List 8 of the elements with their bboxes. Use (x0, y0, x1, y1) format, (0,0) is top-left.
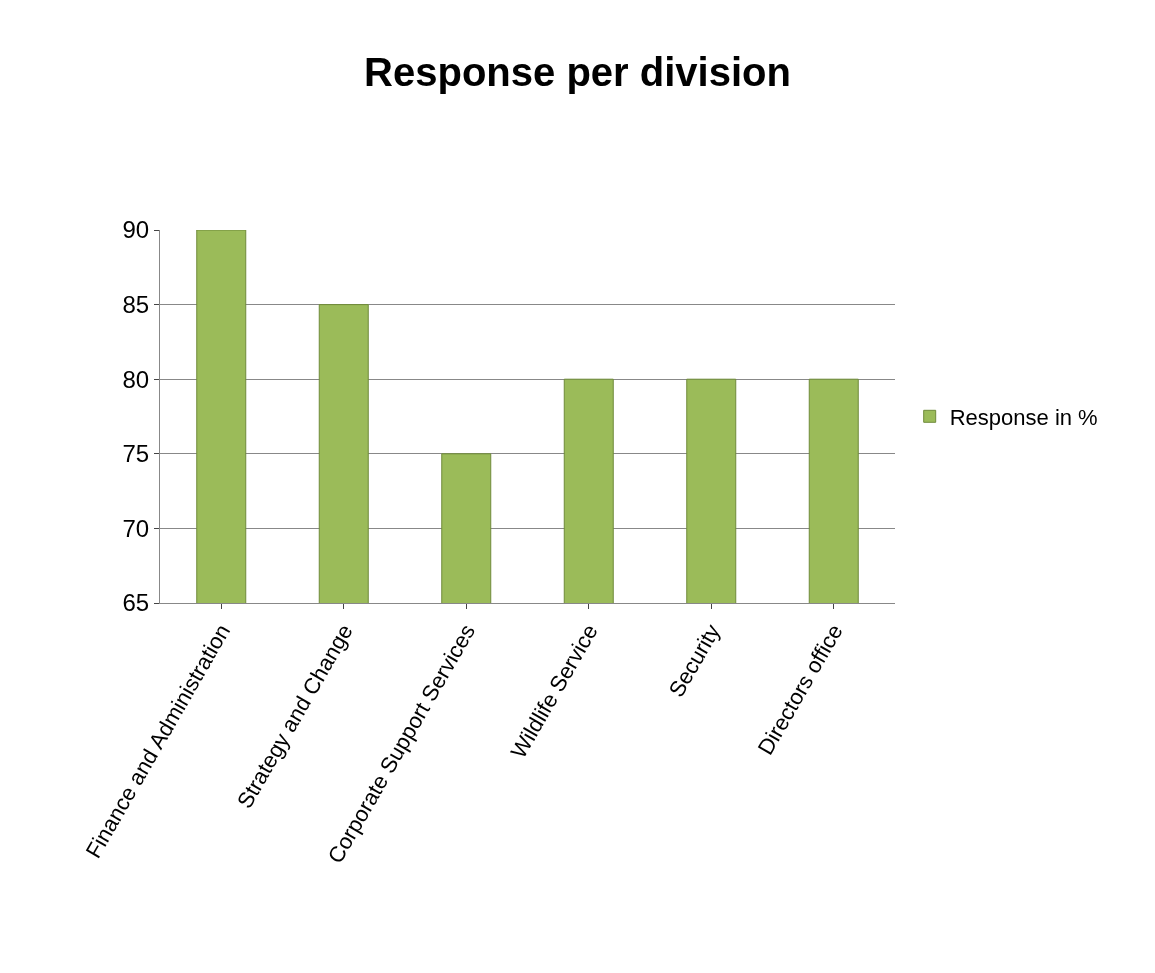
y-tick-label: 90 (122, 216, 150, 244)
y-tick-label: 65 (122, 589, 150, 617)
y-tick-label: 85 (122, 291, 150, 318)
y-tick-label: 75 (122, 440, 150, 468)
y-tick-label: 80 (122, 365, 150, 393)
chart-title: Response per division (364, 50, 791, 95)
y-tick-label: 70 (122, 514, 150, 542)
legend-label: Response in % (949, 404, 1098, 430)
